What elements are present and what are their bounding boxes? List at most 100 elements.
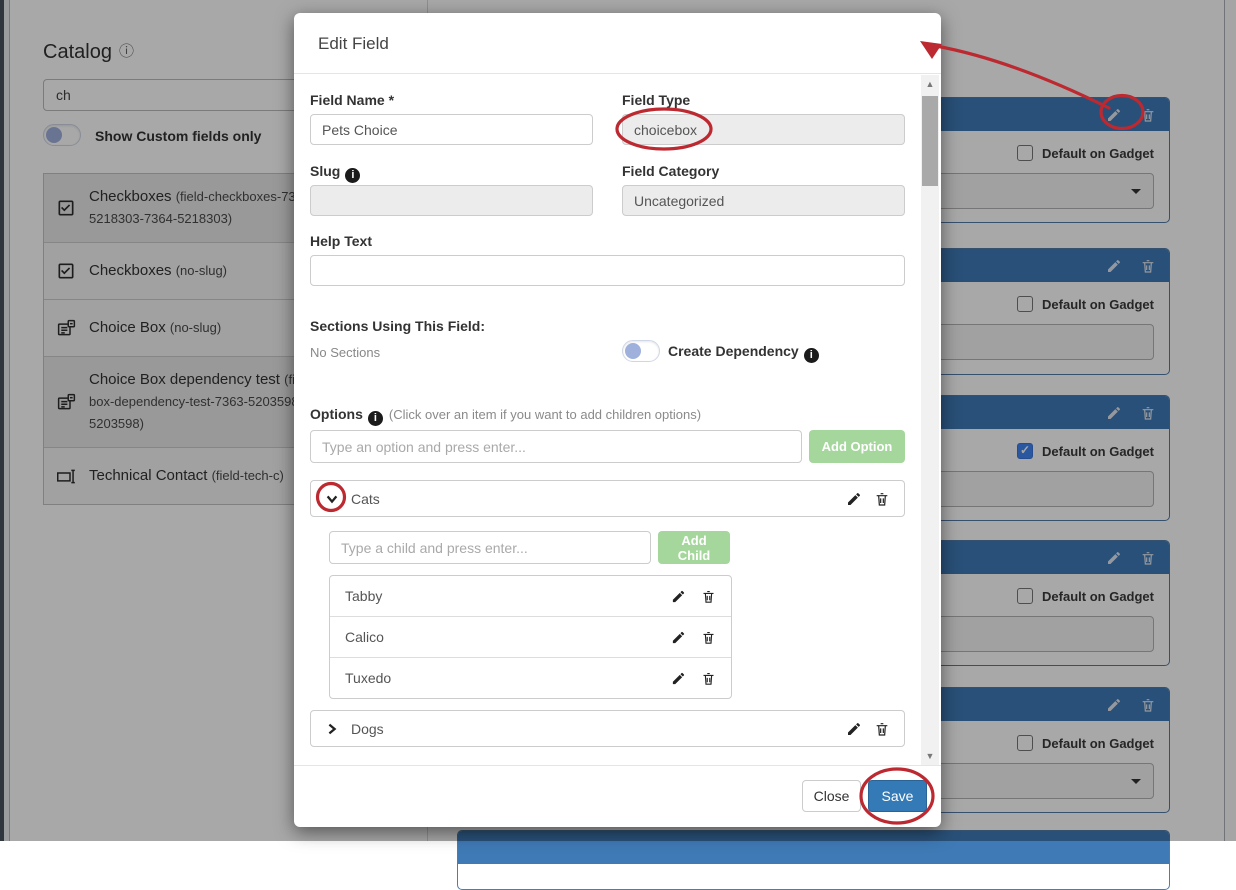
default-on-gadget-checkbox[interactable] <box>1017 145 1034 161</box>
child-option-list: Tabby Calico Tuxedo <box>329 575 732 699</box>
add-option-button[interactable]: Add Option <box>809 430 905 463</box>
info-icon[interactable] <box>367 411 383 426</box>
edit-pencil-icon[interactable] <box>846 721 862 737</box>
default-on-gadget-checkbox[interactable] <box>1017 296 1034 312</box>
default-on-gadget-checkbox[interactable] <box>1017 443 1034 459</box>
catalog-title: Catalog <box>43 40 134 64</box>
modal-scrollbar[interactable] <box>921 75 939 765</box>
field-name: Checkboxes <box>89 188 172 206</box>
choicebox-icon <box>56 318 78 339</box>
field-slug: (no-slug) <box>169 320 222 336</box>
field-category-label: Field Category <box>622 163 720 179</box>
close-button[interactable]: Close <box>802 780 861 812</box>
scroll-up-icon[interactable] <box>921 75 939 93</box>
sections-value: No Sections <box>310 345 381 360</box>
edit-pencil-icon[interactable] <box>1106 258 1122 274</box>
field-type-label: Field Type <box>622 92 691 108</box>
child-option-row[interactable]: Calico <box>330 616 731 657</box>
save-button[interactable]: Save <box>868 780 927 812</box>
trash-icon[interactable] <box>701 589 716 604</box>
trash-icon[interactable] <box>1140 405 1156 421</box>
chevron-down-icon[interactable] <box>325 492 339 506</box>
page-scrollbar[interactable] <box>1224 0 1236 841</box>
option-row-dogs[interactable]: Dogs <box>310 710 905 747</box>
sections-using-label: Sections Using This Field: <box>310 318 486 334</box>
slug-label-text: Slug <box>310 163 341 179</box>
add-child-input[interactable] <box>329 531 651 564</box>
choicebox-icon <box>56 392 78 413</box>
chevron-right-icon[interactable] <box>325 722 339 736</box>
toggle-knob-icon <box>46 127 62 143</box>
checkbox-icon <box>56 261 78 281</box>
edit-pencil-icon[interactable] <box>1106 550 1122 566</box>
default-on-gadget-label: Default on Gadget <box>1042 588 1154 604</box>
field-category-input <box>622 185 905 216</box>
default-on-gadget-label: Default on Gadget <box>1042 443 1154 459</box>
options-label-text: Options <box>310 406 363 422</box>
field-type-input <box>622 114 905 145</box>
default-on-gadget-label: Default on Gadget <box>1042 296 1154 312</box>
scroll-down-icon[interactable] <box>921 747 939 765</box>
options-label: Options (Click over an item if you want t… <box>310 406 701 426</box>
trash-icon[interactable] <box>1140 550 1156 566</box>
trash-icon[interactable] <box>874 721 890 737</box>
option-label: Cats <box>351 490 380 507</box>
trash-icon[interactable] <box>701 630 716 645</box>
option-row-cats[interactable]: Cats <box>310 480 905 517</box>
trash-icon[interactable] <box>1140 697 1156 713</box>
edit-pencil-icon[interactable] <box>671 671 686 686</box>
field-name: Checkboxes <box>89 262 172 280</box>
modal-title: Edit Field <box>318 34 389 53</box>
checkbox-icon <box>56 198 78 218</box>
trash-icon[interactable] <box>1140 258 1156 274</box>
field-name-input[interactable] <box>310 114 593 145</box>
edit-pencil-icon[interactable] <box>1106 697 1122 713</box>
default-on-gadget-checkbox[interactable] <box>1017 588 1034 604</box>
modal-footer-divider <box>294 765 941 766</box>
create-dependency-label: Create Dependency <box>668 343 819 363</box>
edit-pencil-icon[interactable] <box>671 630 686 645</box>
catalog-title-text: Catalog <box>43 41 112 63</box>
field-name-label: Field Name * <box>310 92 395 108</box>
app-left-rail-light <box>4 0 10 841</box>
field-name: Choice Box dependency test <box>89 371 280 389</box>
create-dependency-text: Create Dependency <box>668 343 799 359</box>
field-name: Technical Contact <box>89 467 208 485</box>
field-slug: (field-checkboxes-7364-5218303-7364-5218… <box>89 189 315 226</box>
scrollbar-thumb[interactable] <box>922 96 938 186</box>
slug-input <box>310 185 593 216</box>
field-slug: (no-slug) <box>175 263 228 279</box>
child-option-label: Tabby <box>345 588 383 604</box>
show-custom-fields-label: Show Custom fields only <box>95 128 262 144</box>
create-dependency-toggle[interactable] <box>622 340 660 362</box>
options-hint: (Click over an item if you want to add c… <box>388 407 702 422</box>
show-custom-fields-toggle[interactable] <box>43 124 81 146</box>
info-icon[interactable] <box>803 348 819 363</box>
help-text-input[interactable] <box>310 255 905 286</box>
option-label: Dogs <box>351 720 384 737</box>
default-on-gadget-checkbox[interactable] <box>1017 735 1034 751</box>
textfield-icon <box>56 466 78 487</box>
trash-icon[interactable] <box>701 671 716 686</box>
add-child-button[interactable]: Add Child <box>658 531 730 564</box>
child-option-label: Calico <box>345 629 384 645</box>
default-on-gadget-label: Default on Gadget <box>1042 735 1154 751</box>
trash-icon[interactable] <box>874 491 890 507</box>
child-option-label: Tuxedo <box>345 670 392 686</box>
help-text-label: Help Text <box>310 233 372 249</box>
edit-pencil-icon[interactable] <box>671 589 686 604</box>
add-option-input[interactable] <box>310 430 802 463</box>
trash-icon[interactable] <box>1140 107 1156 123</box>
child-option-row[interactable]: Tabby <box>330 576 731 616</box>
edit-pencil-icon[interactable] <box>1106 405 1122 421</box>
app-left-rail <box>0 0 4 841</box>
modal-header-divider <box>294 73 941 74</box>
edit-pencil-icon[interactable] <box>846 491 862 507</box>
field-slug: (field-tech-c) <box>211 468 284 484</box>
default-on-gadget-label: Default on Gadget <box>1042 145 1154 161</box>
child-option-row[interactable]: Tuxedo <box>330 657 731 698</box>
info-icon[interactable] <box>345 168 361 183</box>
toggle-knob-icon <box>625 343 641 359</box>
slug-label: Slug <box>310 163 361 183</box>
field-name: Choice Box <box>89 319 166 337</box>
